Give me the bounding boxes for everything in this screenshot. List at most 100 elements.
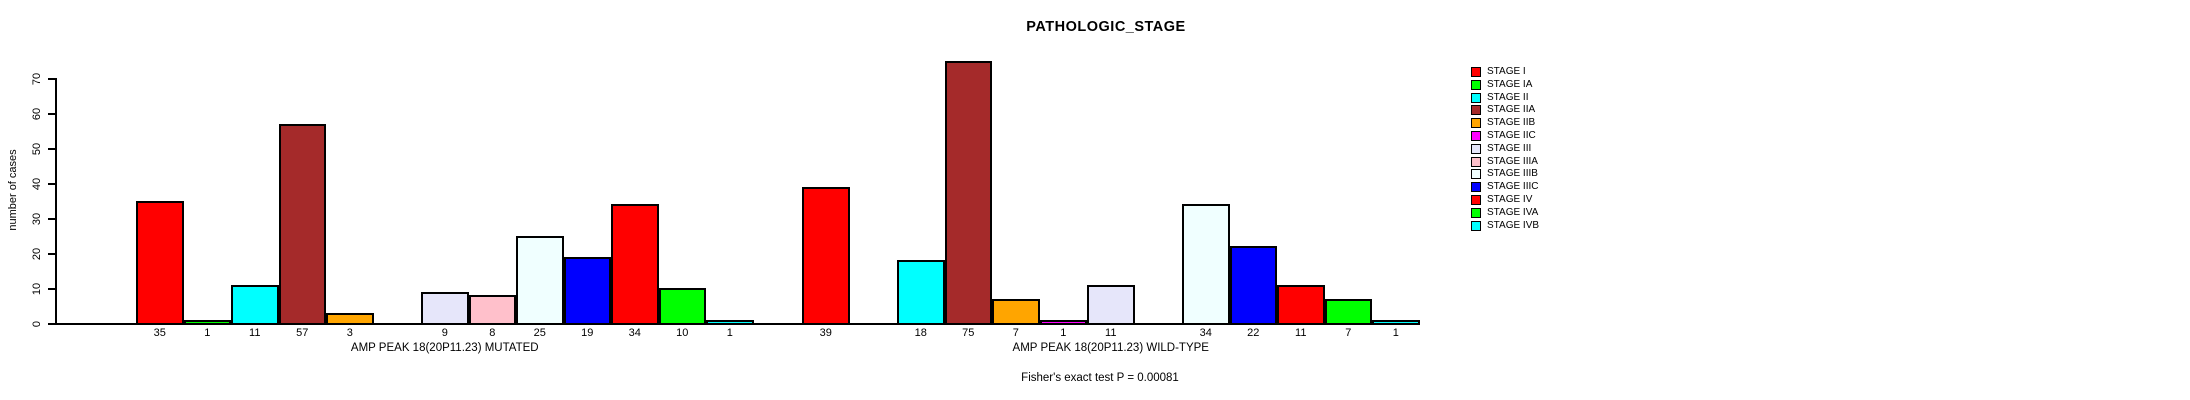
y-tick	[48, 288, 55, 290]
bar-value-label: 9	[441, 327, 448, 339]
legend-item: STAGE IA	[1471, 78, 1671, 92]
bar-stage-ivb	[1372, 319, 1420, 325]
bar-stage-iii	[1087, 284, 1135, 325]
bar-stage-iiic	[1229, 246, 1277, 325]
bar-stage-iv	[611, 204, 659, 325]
bar-value-label: 7	[1345, 327, 1352, 339]
legend-item-label: STAGE IVB	[1487, 219, 1540, 231]
bar-stage-iiic	[563, 256, 611, 325]
legend-item-label: STAGE IIIC	[1487, 181, 1539, 193]
legend-swatch	[1471, 118, 1481, 129]
bar-value-label: 39	[819, 327, 832, 339]
bar-stage-iva	[658, 288, 706, 325]
bar-stage-iii	[421, 291, 469, 325]
y-tick	[48, 218, 55, 220]
y-tick-label: 0	[31, 320, 43, 328]
legend-item: STAGE IIIA	[1471, 155, 1671, 169]
legend-swatch	[1471, 156, 1481, 167]
bar-value-label: 1	[204, 327, 211, 339]
group-caption: AMP PEAK 18(20P11.23) MUTATED	[350, 342, 539, 354]
bar-value-label: 1	[1060, 327, 1067, 339]
bar-stage-iia	[278, 123, 326, 325]
legend-item-label: STAGE IV	[1487, 194, 1533, 205]
bar-stage-i	[136, 200, 184, 325]
legend-item-label: STAGE IA	[1487, 78, 1533, 90]
y-tick-label: 20	[31, 247, 43, 261]
bar-value-label: 18	[914, 327, 927, 339]
bar-value-label: 75	[962, 327, 975, 339]
legend-swatch	[1471, 220, 1481, 231]
fisher-test-note: Fisher's exact test P = 0.00081	[1021, 372, 1179, 384]
legend-item-label: STAGE I	[1487, 66, 1526, 77]
legend-swatch	[1471, 92, 1481, 103]
y-tick	[48, 323, 55, 325]
legend-item-label: STAGE IIA	[1487, 104, 1536, 116]
y-tick	[48, 148, 55, 150]
legend-swatch	[1471, 131, 1481, 141]
bar-value-label: 34	[628, 327, 641, 339]
bar-stage-iiib	[516, 235, 564, 325]
legend-item: STAGE IIB	[1471, 117, 1671, 130]
legend-item: STAGE IV	[1471, 194, 1671, 207]
bar-stage-ii	[231, 284, 279, 325]
legend-item: STAGE IVB	[1471, 219, 1671, 233]
bar-value-label: 7	[1012, 327, 1019, 339]
y-tick-label: 30	[31, 212, 43, 226]
bar-stage-iia	[944, 60, 992, 325]
bar-stage-iv	[1277, 284, 1325, 325]
bar-stage-iib	[992, 298, 1040, 325]
bar-value-label: 8	[489, 327, 496, 339]
legend-item: STAGE II	[1471, 91, 1671, 105]
bar-value-label: 11	[1295, 327, 1307, 339]
bar-value-label: 11	[249, 327, 261, 339]
bar-stage-iva	[1324, 298, 1372, 325]
bar-stage-i	[802, 186, 850, 325]
y-tick	[48, 183, 55, 185]
legend-swatch	[1471, 207, 1481, 218]
bar-stage-iic	[1039, 319, 1087, 325]
bar-value-label: 22	[1247, 327, 1260, 339]
legend-item-label: STAGE III	[1487, 142, 1532, 154]
bar-value-label: 57	[296, 327, 309, 339]
y-axis	[55, 78, 57, 325]
legend-item-label: STAGE II	[1487, 91, 1529, 103]
legend: STAGE I STAGE IA STAGE II STAGE IIA STAGE II…	[1471, 66, 1671, 237]
bar-stage-ia	[183, 319, 231, 325]
legend-swatch	[1471, 67, 1481, 77]
legend-item-label: STAGE IIB	[1487, 117, 1536, 129]
legend-item: STAGE IIA	[1471, 104, 1671, 117]
bar-value-label: 10	[676, 327, 689, 339]
legend-item-label: STAGE IIIA	[1487, 155, 1538, 167]
legend-swatch	[1471, 143, 1481, 154]
bar-value-label: 1	[726, 327, 733, 339]
bar-value-label: 35	[153, 327, 166, 339]
legend-item: STAGE IIC	[1471, 130, 1671, 143]
legend-swatch	[1471, 169, 1481, 180]
legend-item: STAGE IIIB	[1471, 168, 1671, 181]
legend-item: STAGE III	[1471, 142, 1671, 156]
bar-stage-iiib	[1182, 204, 1230, 325]
legend-item: STAGE IIIC	[1471, 181, 1671, 194]
bar-stage-iiia	[468, 295, 516, 325]
bar-value-label: 3	[346, 327, 353, 339]
y-tick	[48, 78, 55, 80]
y-tick-label: 50	[31, 142, 43, 156]
legend-item: STAGE I	[1471, 66, 1671, 79]
bar-value-label: 34	[1199, 327, 1212, 339]
bar-value-label: 19	[581, 327, 594, 339]
bar-value-label: 11	[1105, 327, 1117, 339]
legend-swatch	[1471, 182, 1481, 193]
legend-item: STAGE IVA	[1471, 207, 1671, 220]
legend-swatch	[1471, 195, 1481, 205]
bar-value-label: 1	[1392, 327, 1399, 339]
y-tick	[48, 113, 55, 115]
chart-title: PATHOLOGIC_STAGE	[1026, 19, 1186, 35]
group-caption: AMP PEAK 18(20P11.23) WILD-TYPE	[1012, 342, 1209, 354]
y-tick-label: 10	[31, 282, 43, 296]
legend-item-label: STAGE IIC	[1487, 130, 1536, 141]
legend-swatch	[1471, 79, 1481, 90]
y-tick-label: 60	[31, 107, 43, 121]
bar-stage-ivb	[706, 319, 754, 325]
